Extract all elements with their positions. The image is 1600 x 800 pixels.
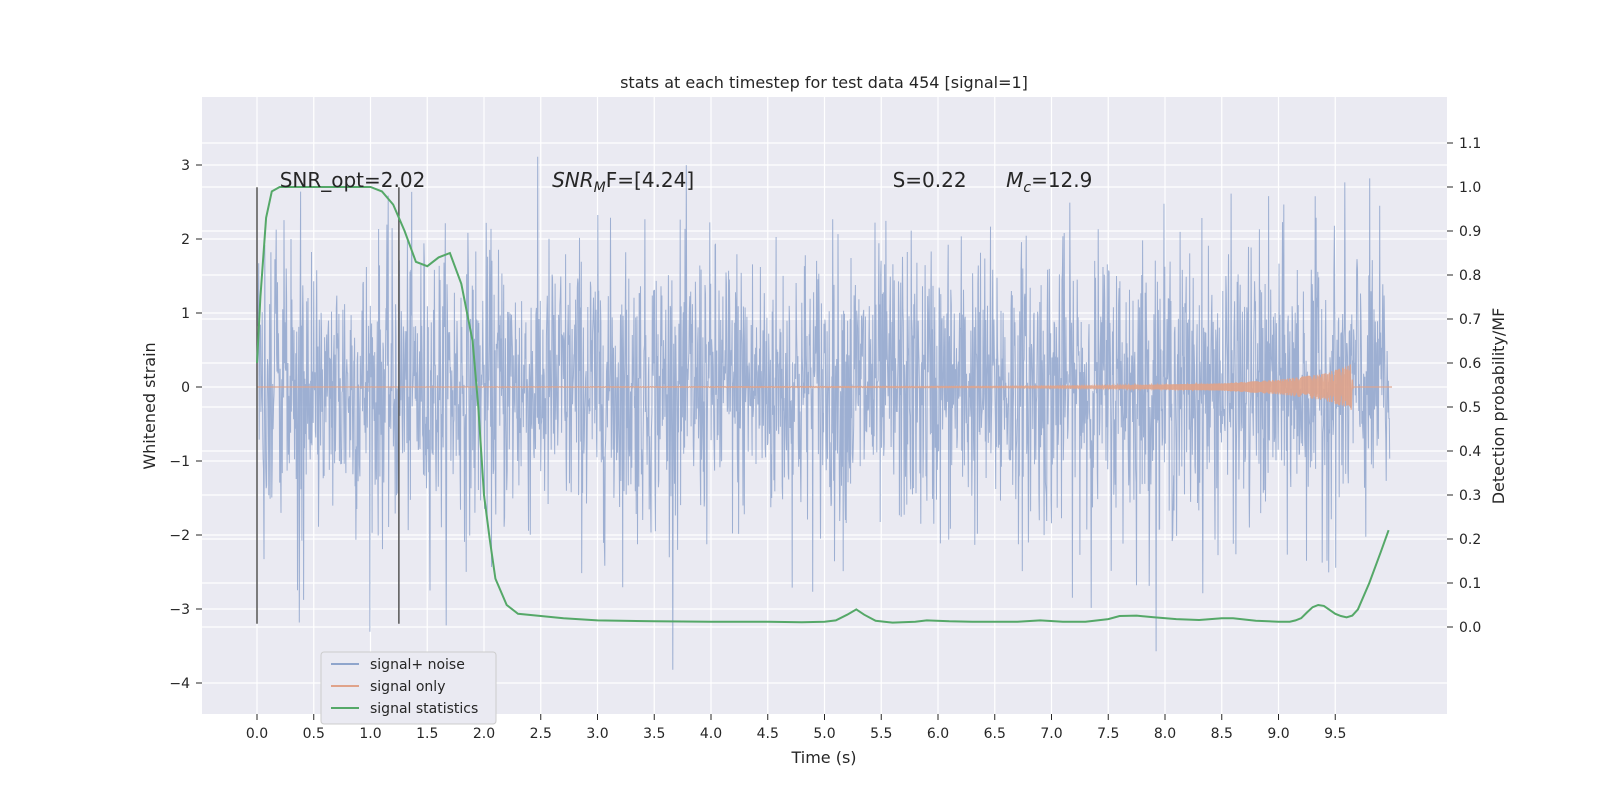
y-tick-label-left: −4 [169, 676, 190, 692]
annotation-2: S=0.22 [893, 168, 967, 192]
y-tick-label-right: 1.1 [1459, 136, 1481, 152]
y-tick-label-right: 0.6 [1459, 356, 1481, 372]
legend: signal+ noise signal only signal statist… [320, 651, 497, 725]
legend-label-signal-statistics: signal statistics [370, 701, 478, 717]
y-tick-label-right: 0.3 [1459, 488, 1481, 504]
annotation-1: SNRMF=[4.24] [552, 168, 694, 196]
y-tick-label-left: 0 [181, 380, 190, 396]
x-tick-label: 8.0 [1154, 726, 1176, 742]
x-tick-label: 0.0 [246, 726, 268, 742]
y-tick-label-right: 1.0 [1459, 180, 1481, 196]
y-tick-label-right: 0.7 [1459, 312, 1481, 328]
series-signal-only [257, 364, 1392, 410]
x-tick-label: 5.5 [870, 726, 892, 742]
x-tick-label: 6.5 [984, 726, 1006, 742]
annotation-3: Mc=12.9 [1006, 168, 1092, 196]
x-axis-label: Time (s) [790, 748, 856, 767]
annotation-0: SNR_opt=2.02 [280, 168, 426, 192]
x-tick-label: 1.0 [359, 726, 381, 742]
y-tick-label-right: 0.2 [1459, 532, 1481, 548]
y-tick-label-left: −2 [169, 528, 190, 544]
y-tick-label-right: 0.9 [1459, 224, 1481, 240]
y-axis-label-left: Whitened strain [140, 342, 159, 469]
x-tick-label: 2.5 [530, 726, 552, 742]
x-tick-label: 9.0 [1267, 726, 1289, 742]
chart-title: stats at each timestep for test data 454… [620, 73, 1028, 92]
x-tick-label: 4.5 [757, 726, 779, 742]
x-tick-label: 4.0 [700, 726, 722, 742]
x-tick-label: 6.0 [927, 726, 949, 742]
legend-box [320, 651, 497, 725]
y-tick-label-right: 0.1 [1459, 576, 1481, 592]
legend-label-signal-only: signal only [370, 679, 445, 695]
x-tick-label: 1.5 [416, 726, 438, 742]
x-tick-label: 7.0 [1040, 726, 1062, 742]
x-tick-label: 2.0 [473, 726, 495, 742]
data-layer [256, 156, 1392, 670]
y-tick-label-left: 2 [181, 232, 190, 248]
y-axis-label-right: Detection probability/MF [1489, 308, 1508, 505]
x-tick-label: 3.0 [586, 726, 608, 742]
x-tick-label: 7.5 [1097, 726, 1119, 742]
x-tick-label: 5.0 [813, 726, 835, 742]
y-tick-label-left: 1 [181, 306, 190, 322]
y-tick-label-right: 0.5 [1459, 400, 1481, 416]
y-tick-label-left: −3 [169, 602, 190, 618]
y-tick-label-right: 0.4 [1459, 444, 1481, 460]
x-tick-label: 8.5 [1211, 726, 1233, 742]
x-tick-label: 3.5 [643, 726, 665, 742]
y-tick-label-right: 0.0 [1459, 620, 1481, 636]
y-tick-label-left: −1 [169, 454, 190, 470]
annotations: SNR_opt=2.02 SNRMF=[4.24] S=0.22 Mc=12.9 [280, 168, 1093, 196]
x-tick-label: 0.5 [303, 726, 325, 742]
legend-label-signal-noise: signal+ noise [370, 657, 465, 673]
series-signal-statistics [256, 186, 1390, 624]
x-tick-label: 9.5 [1324, 726, 1346, 742]
tick-labels: 0.0 0.5 1.0 1.5 2.0 2.5 3.0 3.5 4.0 4.5 5.0 5.5 6.0 6… [169, 136, 1481, 742]
y-tick-label-left: 3 [181, 158, 190, 174]
y-tick-label-right: 0.8 [1459, 268, 1481, 284]
